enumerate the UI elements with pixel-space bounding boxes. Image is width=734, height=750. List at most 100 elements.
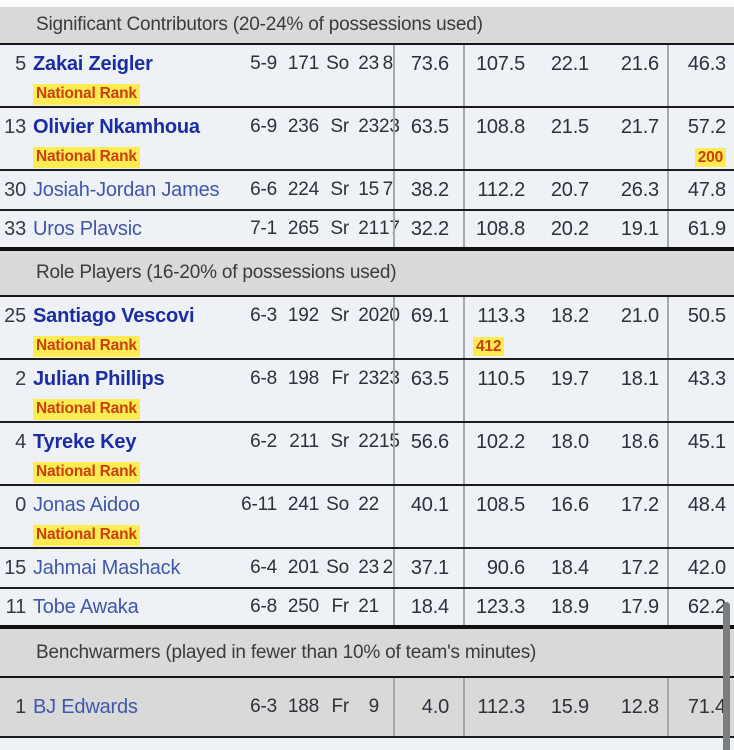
bio-wt: 224 bbox=[287, 179, 319, 200]
stat-pct-min: 32.2 bbox=[410, 217, 449, 240]
last-stat-cell: 45.1 bbox=[667, 423, 734, 484]
player-name-link[interactable]: Jonas Aidoo bbox=[33, 493, 140, 516]
jersey-number: 1 bbox=[15, 695, 26, 718]
bio-ht: 6-3 bbox=[250, 305, 277, 326]
national-rank-label: National Rank bbox=[33, 336, 140, 357]
stat-last: 57.2 bbox=[687, 115, 726, 138]
player-row: 1 BJ Edwards 6-3 188 Fr 9 4.0 112.3 15.9 12.8 71.4 bbox=[0, 678, 734, 738]
stat-pct-min: 56.6 bbox=[410, 430, 449, 453]
player-bio: 6-3 192 Sr 20 20 bbox=[233, 305, 400, 327]
stat-pct-min: 63.5 bbox=[410, 367, 449, 390]
bio-g: 23 bbox=[358, 116, 379, 137]
stat-group-3: 18.1 bbox=[620, 367, 659, 390]
player-row: 4 Tyreke Key 6-2 211 Sr 22 15 National Rank 56.6… bbox=[0, 423, 734, 486]
player-name-link[interactable]: Julian Phillips bbox=[33, 367, 165, 390]
player-cell: 11 Tobe Awaka 6-8 250 Fr 21 bbox=[0, 589, 393, 625]
stat-pct-min: 40.1 bbox=[410, 493, 449, 516]
stat-group-cell: 112.2 20.7 26.3 bbox=[463, 171, 667, 209]
player-name-link[interactable]: Josiah-Jordan James bbox=[33, 178, 220, 201]
player-name-link[interactable]: Olivier Nkamhoua bbox=[33, 115, 200, 138]
player-name-link[interactable]: Santiago Vescovi bbox=[33, 304, 195, 327]
stat-last: 47.8 bbox=[687, 178, 726, 201]
section-header: Significant Contributors (20-24% of poss… bbox=[0, 7, 734, 45]
player-bio: 7-1 265 Sr 21 17 bbox=[233, 218, 400, 240]
last-stat-cell: 42.0 bbox=[667, 549, 734, 587]
stat-group-3: 17.2 bbox=[620, 493, 659, 516]
bio-yr: Fr bbox=[331, 368, 349, 389]
player-name-link[interactable]: Uros Plavsic bbox=[33, 217, 142, 240]
rank-badge: 412 bbox=[473, 336, 505, 357]
last-stat-cell: 48.4 bbox=[667, 486, 734, 547]
jersey-number: 30 bbox=[4, 178, 26, 201]
stat-group-3: 26.3 bbox=[620, 178, 659, 201]
player-row: 11 Tobe Awaka 6-8 250 Fr 21 18.4 123.3 18.9 17.9 6… bbox=[0, 589, 734, 629]
stat-group-cell: 108.5 16.6 17.2 bbox=[463, 486, 667, 547]
pct-min-cell: 63.5 bbox=[393, 360, 463, 421]
jersey-number: 11 bbox=[5, 595, 27, 618]
last-stat-cell: 71.4 bbox=[667, 678, 734, 736]
stat-group-2: 18.9 bbox=[550, 595, 589, 618]
player-row: 33 Uros Plavsic 7-1 265 Sr 21 17 32.2 108.8 20.2 1… bbox=[0, 211, 734, 251]
bio-s: 2 bbox=[382, 557, 394, 578]
pct-min-cell: 18.4 bbox=[393, 589, 463, 625]
player-name-link[interactable]: Tyreke Key bbox=[33, 430, 137, 453]
national-rank-label: National Rank bbox=[33, 399, 140, 420]
player-name-link[interactable]: Zakai Zeigler bbox=[33, 52, 153, 75]
player-name-link[interactable]: Tobe Awaka bbox=[33, 595, 139, 618]
jersey-number: 4 bbox=[15, 430, 26, 453]
stat-group-2: 20.7 bbox=[550, 178, 589, 201]
player-row: 15 Jahmai Mashack 6-4 201 So 23 2 37.1 90.6 18.4 1… bbox=[0, 549, 734, 589]
table-body: Significant Contributors (20-24% of poss… bbox=[0, 7, 734, 738]
pct-min-cell: 4.0 bbox=[393, 678, 463, 736]
stat-pct-min: 73.6 bbox=[410, 52, 449, 75]
last-stat-cell: 57.2 200 bbox=[667, 108, 734, 169]
pct-min-cell: 73.6 bbox=[393, 45, 463, 106]
stat-group-3: 21.6 bbox=[620, 52, 659, 75]
stat-last: 43.3 bbox=[687, 367, 726, 390]
stat-group-3: 21.7 bbox=[620, 115, 659, 138]
jersey-number: 5 bbox=[15, 52, 26, 75]
stat-group-3: 19.1 bbox=[620, 217, 659, 240]
stat-last: 62.2 bbox=[687, 595, 726, 618]
bio-ht: 6-4 bbox=[250, 557, 277, 578]
stat-pct-min: 38.2 bbox=[410, 178, 449, 201]
bio-g: 21 bbox=[358, 596, 379, 617]
section-header-label: Significant Contributors (20-24% of poss… bbox=[36, 14, 483, 35]
last-stat-cell: 50.5 bbox=[667, 297, 734, 358]
bio-g: 20 bbox=[358, 305, 379, 326]
bio-ht: 6-8 bbox=[250, 596, 277, 617]
stat-group-cell: 90.6 18.4 17.2 bbox=[463, 549, 667, 587]
national-rank-label: National Rank bbox=[33, 147, 140, 168]
bio-yr: Sr bbox=[330, 431, 349, 452]
player-name-link[interactable]: Jahmai Mashack bbox=[33, 556, 181, 579]
stat-group-2: 21.5 bbox=[550, 115, 589, 138]
stat-group-3: 12.8 bbox=[620, 695, 659, 718]
stat-group-1: 112.3 bbox=[477, 695, 525, 718]
stat-last: 42.0 bbox=[687, 556, 726, 579]
national-rank-label: National Rank bbox=[33, 84, 140, 105]
stat-last: 50.5 bbox=[687, 304, 726, 327]
bio-wt: 198 bbox=[287, 368, 319, 389]
stat-group-cell: 112.3 15.9 12.8 bbox=[463, 678, 667, 736]
pct-min-cell: 32.2 bbox=[393, 211, 463, 247]
stat-pct-min: 18.4 bbox=[410, 595, 449, 618]
stat-group-cell: 123.3 18.9 17.9 bbox=[463, 589, 667, 625]
player-name-link[interactable]: BJ Edwards bbox=[33, 695, 138, 718]
stat-group-1: 108.8 bbox=[475, 217, 525, 240]
jersey-number: 0 bbox=[15, 493, 26, 516]
stat-last: 61.9 bbox=[687, 217, 726, 240]
pct-min-cell: 40.1 bbox=[393, 486, 463, 547]
bio-ht: 6-3 bbox=[250, 696, 277, 717]
scrollbar-thumb[interactable] bbox=[723, 602, 730, 750]
stat-group-2: 15.9 bbox=[550, 695, 589, 718]
player-row: 0 Jonas Aidoo 6-11 241 So 22 National Rank 40.1… bbox=[0, 486, 734, 549]
bio-s: 17 bbox=[379, 218, 400, 239]
bio-wt: 211 bbox=[289, 431, 319, 452]
player-row: 2 Julian Phillips 6-8 198 Fr 23 23 National Ran… bbox=[0, 360, 734, 423]
stat-group-1: 112.2 bbox=[477, 178, 525, 201]
player-bio: 6-3 188 Fr 9 bbox=[233, 696, 393, 718]
bio-ht: 6-8 bbox=[250, 368, 277, 389]
stat-group-3: 17.9 bbox=[620, 595, 659, 618]
bio-yr: Sr bbox=[330, 305, 349, 326]
player-row: 30 Josiah-Jordan James 6-6 224 Sr 15 7 38.2 112.… bbox=[0, 171, 734, 211]
